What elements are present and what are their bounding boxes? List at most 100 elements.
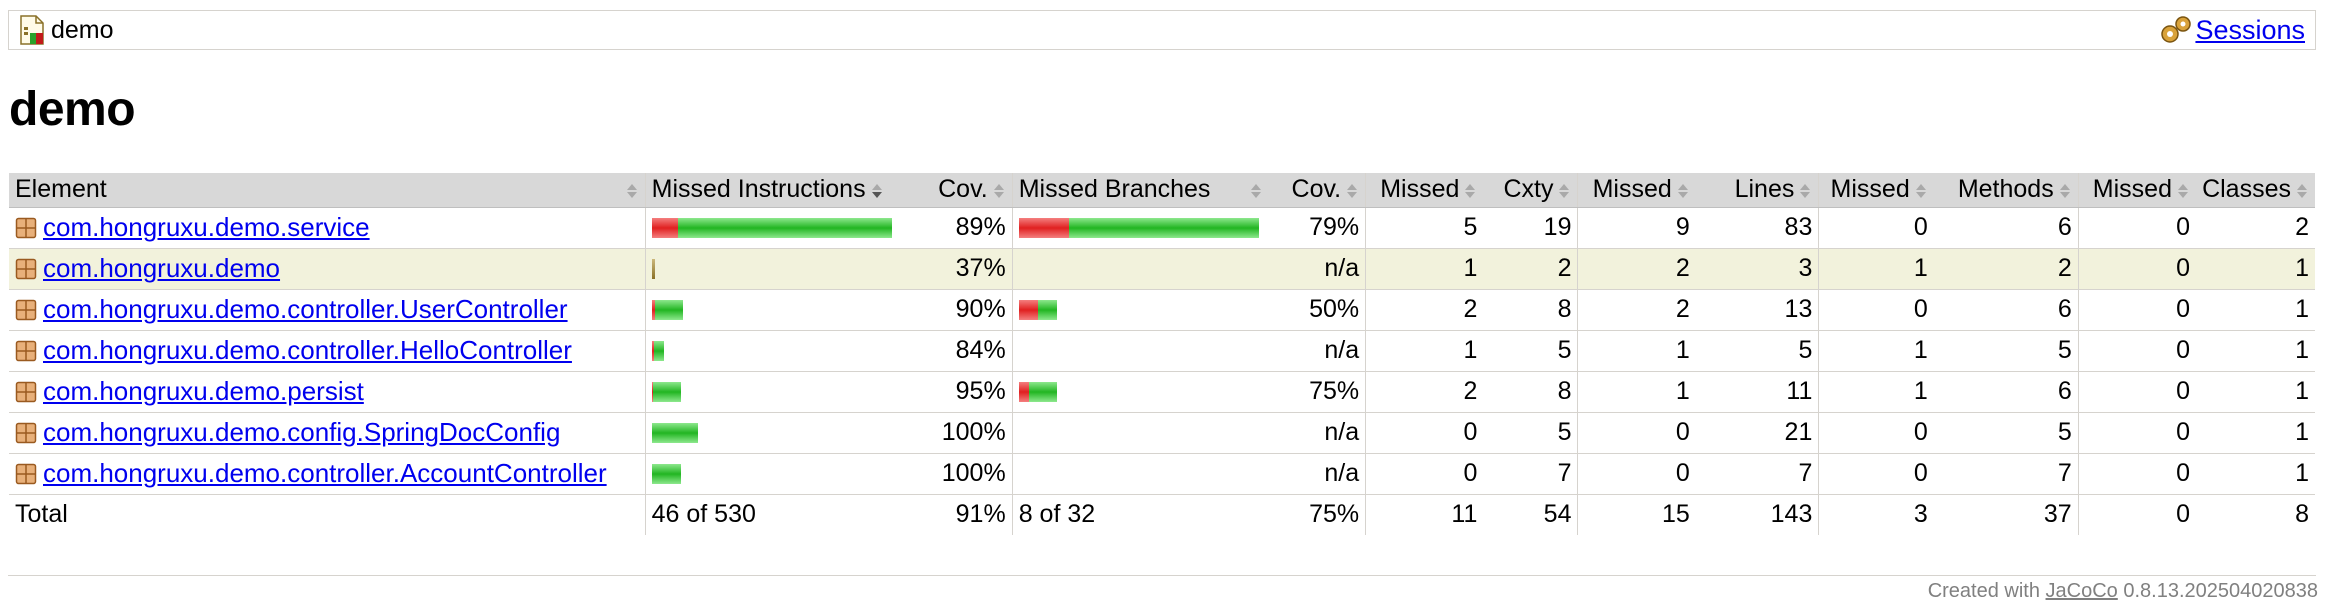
instructions-coverage-bar — [651, 217, 908, 238]
header-missed-classes[interactable]: Missed — [2077, 173, 2196, 208]
breadcrumb-left: demo — [9, 15, 114, 45]
header-instructions-coverage[interactable]: Cov. — [913, 173, 1013, 208]
breadcrumb-right: Sessions — [2159, 15, 2315, 46]
report-icon — [20, 15, 44, 45]
bar-segment-missed — [651, 381, 653, 402]
sort-icon — [1677, 183, 1688, 198]
bar-segment-covered — [653, 340, 664, 361]
header-missed-instructions[interactable]: Missed Instructions — [644, 173, 914, 208]
bar-segment-missed — [651, 217, 678, 238]
bar-segment-covered — [1037, 299, 1057, 320]
row-missed-classes: 0 — [2077, 207, 2196, 249]
row-complexity: 5 — [1483, 412, 1578, 454]
package-link[interactable]: com.hongruxu.demo.config.SpringDocConfig — [43, 417, 561, 447]
row-lines: 3 — [1695, 248, 1819, 290]
row-missed-methods: 0 — [1818, 289, 1934, 331]
row-instructions-coverage: 100% — [913, 412, 1013, 454]
header-branches-coverage[interactable]: Cov. — [1269, 173, 1366, 208]
row-methods: 7 — [1933, 453, 2079, 495]
row-branches-bar — [1011, 371, 1270, 413]
package-link[interactable]: com.hongruxu.demo.controller.UserControl… — [43, 294, 568, 324]
row-missed-lines: 1 — [1577, 371, 1696, 413]
row-branches-coverage: n/a — [1269, 330, 1366, 372]
total-branches-coverage: 75% — [1309, 500, 1360, 529]
row-instructions-coverage: 90% — [913, 289, 1013, 331]
jacoco-link[interactable]: JaCoCo — [2045, 580, 2118, 602]
header-missed-lines[interactable]: Missed — [1577, 173, 1696, 208]
sort-down-icon — [871, 183, 882, 198]
row-missed-lines: 9 — [1577, 207, 1696, 249]
instructions-coverage-bar — [651, 381, 908, 402]
table-row: com.hongruxu.demo.config.SpringDocConfig… — [9, 412, 2315, 454]
header-element[interactable]: Element — [9, 173, 646, 208]
row-lines: 83 — [1695, 207, 1819, 249]
row-methods: 6 — [1933, 371, 2079, 413]
row-branches-coverage: 50% — [1269, 289, 1366, 331]
package-link[interactable]: com.hongruxu.demo.controller.AccountCont… — [43, 458, 607, 488]
sort-icon — [626, 184, 637, 199]
bar-segment-covered — [1028, 381, 1057, 402]
row-instructions-coverage: 84% — [913, 330, 1013, 372]
row-instructions-bar — [644, 371, 914, 413]
header-missed-complexity[interactable]: Missed — [1365, 173, 1484, 208]
row-missed-classes: 0 — [2077, 289, 2196, 331]
footer: Created with JaCoCo 0.8.13.202504020838 — [1928, 580, 2318, 603]
total-branches: 8 of 32 — [1011, 494, 1270, 535]
table-header-row: Element Missed Instructions Cov. Missed … — [9, 173, 2315, 208]
row-instructions-bar — [644, 289, 914, 331]
row-element: com.hongruxu.demo.config.SpringDocConfig — [9, 412, 646, 454]
row-missed-lines: 1 — [1577, 330, 1696, 372]
bar-segment-minimal — [651, 258, 655, 279]
bar-segment-covered — [1068, 217, 1259, 238]
package-link[interactable]: com.hongruxu.demo.service — [43, 212, 370, 242]
row-classes: 1 — [2195, 289, 2315, 331]
row-instructions-bar — [644, 330, 914, 372]
header-complexity[interactable]: Cxty — [1483, 173, 1578, 208]
table-row: com.hongruxu.demo.controller.HelloContro… — [9, 330, 2315, 372]
row-complexity: 7 — [1483, 453, 1578, 495]
row-instructions-coverage: 89% — [913, 207, 1013, 249]
row-missed-methods: 0 — [1818, 207, 1934, 249]
header-lines[interactable]: Lines — [1695, 173, 1819, 208]
total-methods: 37 — [2043, 500, 2072, 529]
header-methods[interactable]: Methods — [1933, 173, 2079, 208]
row-missed-complexity: 5 — [1365, 207, 1484, 249]
row-missed-classes: 0 — [2077, 330, 2196, 372]
row-complexity: 2 — [1483, 248, 1578, 290]
total-missed-lines: 15 — [1577, 494, 1696, 535]
row-missed-classes: 0 — [2077, 453, 2196, 495]
table-row: com.hongruxu.demo.service 89% 79% 5 19 9 83 0 6 0… — [9, 207, 2315, 249]
row-branches-bar — [1011, 412, 1270, 454]
package-link[interactable]: com.hongruxu.demo.persist — [43, 376, 364, 406]
bar-segment-covered — [651, 463, 681, 484]
sort-icon — [2297, 183, 2307, 198]
row-instructions-coverage: 37% — [913, 248, 1013, 290]
row-missed-methods: 1 — [1818, 248, 1934, 290]
total-instructions-coverage: 91% — [955, 500, 1006, 529]
row-branches-bar — [1011, 248, 1270, 290]
sessions-link[interactable]: Sessions — [2195, 14, 2305, 45]
package-link[interactable]: com.hongruxu.demo.controller.HelloContro… — [43, 335, 572, 365]
header-classes[interactable]: Classes — [2195, 173, 2315, 208]
header-missed-branches[interactable]: Missed Branches — [1011, 173, 1270, 208]
instructions-coverage-bar — [651, 340, 908, 361]
header-missed-methods[interactable]: Missed — [1818, 173, 1934, 208]
row-instructions-coverage: 100% — [913, 453, 1013, 495]
package-link[interactable]: com.hongruxu.demo — [43, 253, 281, 283]
gears-icon — [2161, 16, 2192, 43]
row-instructions-coverage: 95% — [913, 371, 1013, 413]
row-lines: 5 — [1695, 330, 1819, 372]
row-branches-coverage: n/a — [1269, 412, 1366, 454]
row-missed-complexity: 1 — [1365, 248, 1484, 290]
package-icon — [15, 258, 37, 279]
footer-version: 0.8.13.202504020838 — [2123, 580, 2318, 602]
footer-divider — [8, 575, 2316, 576]
instructions-coverage-bar — [651, 422, 908, 443]
instructions-coverage-bar — [651, 299, 908, 320]
row-missed-methods: 1 — [1818, 330, 1934, 372]
row-classes: 1 — [2195, 330, 2315, 372]
footer-prefix: Created with — [1927, 580, 2040, 602]
coverage-table: Element Missed Instructions Cov. Missed … — [9, 173, 2315, 535]
row-branches-coverage: n/a — [1269, 248, 1366, 290]
row-branches-coverage: 79% — [1269, 207, 1366, 249]
